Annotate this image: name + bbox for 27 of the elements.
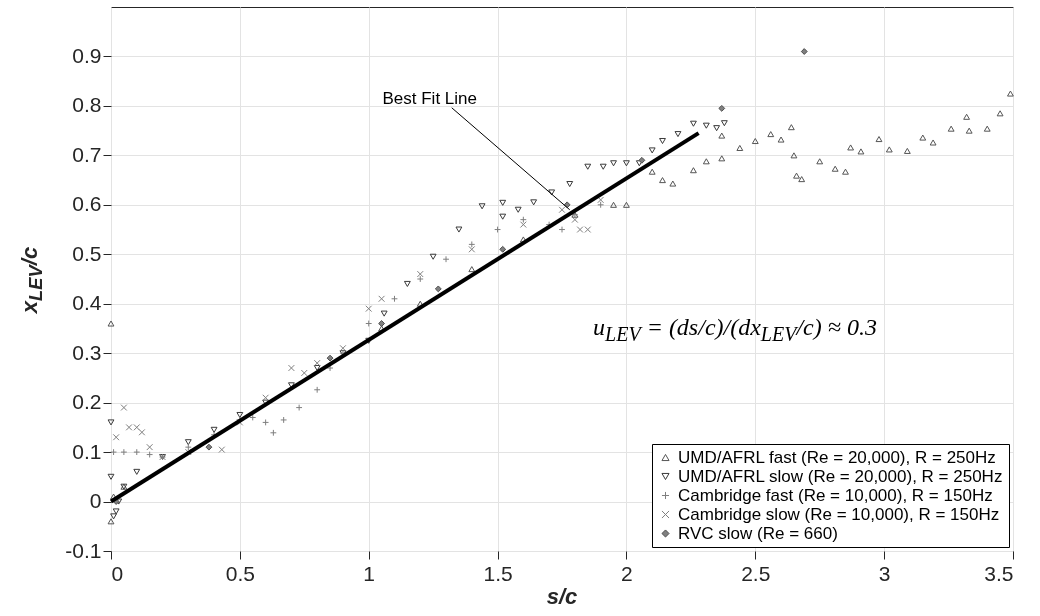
legend-label: Cambridge slow (Re = 10,000), R = 150Hz bbox=[678, 504, 1000, 524]
x-tick-label: 2.5 bbox=[741, 561, 771, 585]
x-tick-label: 0.5 bbox=[225, 561, 255, 585]
legend-label: RVC slow (Re = 660) bbox=[678, 523, 838, 543]
y-tick-label: 0.8 bbox=[72, 93, 102, 117]
y-tick-label: 0.2 bbox=[72, 390, 102, 414]
legend-label: UMD/AFRL slow (Re = 20,000), R = 250Hz bbox=[678, 466, 1003, 486]
x-tick-label: 3 bbox=[878, 561, 891, 585]
x-tick-label: 2 bbox=[621, 561, 633, 585]
y-tick-label: 0.6 bbox=[72, 192, 102, 216]
y-tick-label: 0.5 bbox=[72, 241, 102, 265]
y-tick-label: 0.7 bbox=[72, 142, 102, 166]
x-tick-label: 1.5 bbox=[483, 561, 513, 585]
annotation: u$_{LEV}$ = (ds/c)/(dx$_{LEV}$/c) ≈ 0.3 bbox=[593, 314, 877, 346]
x-tick-label: 1 bbox=[363, 561, 376, 585]
y-tick-label: 0 bbox=[89, 489, 102, 513]
y-tick-label: 0.4 bbox=[72, 291, 102, 315]
x-axis-title: s/c bbox=[546, 584, 578, 610]
y-tick-label: 0.9 bbox=[72, 43, 102, 67]
y-tick-label: -0.1 bbox=[65, 538, 102, 562]
legend-label: UMD/AFRL fast (Re = 20,000), R = 250Hz bbox=[678, 447, 996, 467]
x-tick-label: 0 bbox=[111, 561, 124, 585]
y-tick-label: 0.1 bbox=[72, 439, 102, 463]
legend-label: Cambridge fast (Re = 10,000), R = 150Hz bbox=[678, 485, 993, 505]
x-tick-label: 3.5 bbox=[984, 561, 1014, 585]
annotation: Best Fit Line bbox=[382, 88, 477, 108]
y-tick-label: 0.3 bbox=[72, 340, 102, 364]
